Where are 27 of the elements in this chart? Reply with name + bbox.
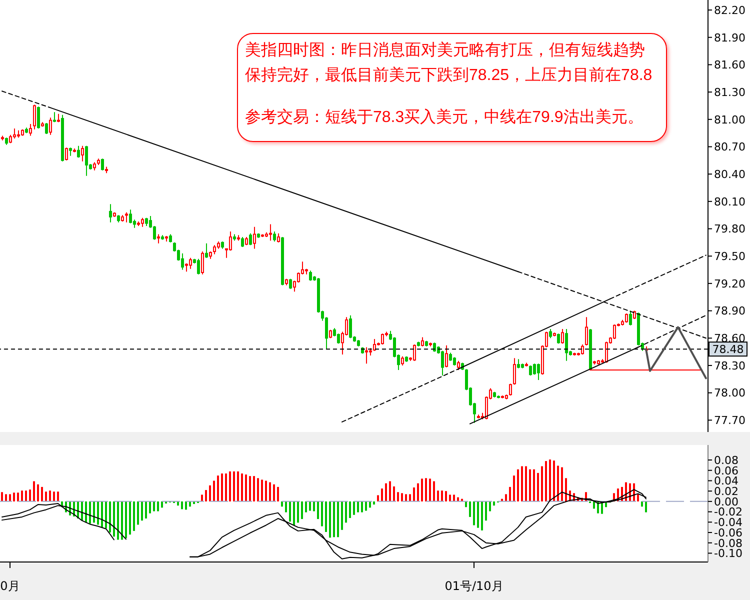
- y-tick-label: 81.00: [714, 113, 746, 126]
- y-tick-label: 80.40: [714, 168, 746, 181]
- y-tick-label: 0.08: [714, 454, 738, 467]
- y-tick-label: 79.50: [714, 250, 746, 264]
- y-tick-label: -0.08: [714, 536, 742, 550]
- x-tick-label: 0月: [0, 579, 20, 593]
- y-tick-label: 78.60: [714, 332, 746, 346]
- x-tick-label: 01号/10月: [444, 579, 504, 593]
- y-tick-label: 81.60: [714, 58, 746, 72]
- y-tick-label: 0.06: [714, 464, 738, 478]
- y-tick-label: 80.70: [714, 140, 746, 154]
- y-tick-label: 79.80: [714, 222, 746, 236]
- y-tick-label: 81.90: [714, 31, 746, 44]
- y-tick-label: 81.30: [714, 86, 746, 99]
- annotation: 美指四时图：昨日消息面对美元略有打压，但有短线趋势保持完好，最低目前美元下跌到78.25，上压力目前在78.8: [245, 40, 654, 86]
- ref-line-label: 78.48: [712, 343, 744, 356]
- y-tick-label: 78.30: [714, 359, 746, 372]
- y-tick-label: 79.20: [714, 277, 746, 290]
- y-tick-label: 80.10: [714, 195, 746, 208]
- y-tick-label: 82.20: [714, 4, 746, 17]
- y-tick-label: -0.10: [714, 547, 742, 560]
- y-tick-label: -0.02: [714, 506, 742, 519]
- y-tick-label: 78.00: [714, 386, 746, 400]
- annotation: 参考交易：短线于78.3买入美元，中线在79.9沽出美元。: [245, 108, 644, 128]
- y-tick-label: 0.00: [714, 495, 738, 508]
- y-tick-label: 77.70: [714, 414, 746, 428]
- y-tick-label: 78.90: [714, 304, 746, 318]
